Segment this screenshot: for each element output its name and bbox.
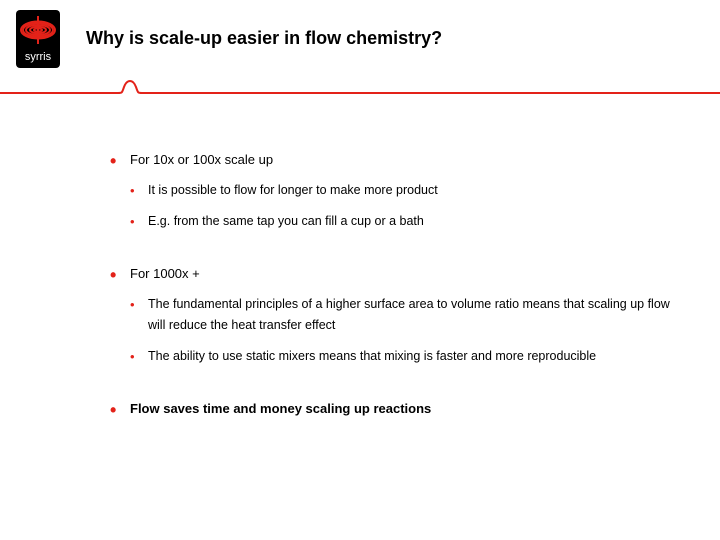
content-area: For 10x or 100x scale up It is possible t…	[110, 150, 680, 451]
bullet-text: Flow saves time and money scaling up rea…	[130, 401, 431, 416]
divider-line	[0, 78, 720, 108]
sub-bullet-list: It is possible to flow for longer to mak…	[130, 180, 680, 233]
brand-logo: syrris	[16, 10, 60, 68]
bullet-level2: The ability to use static mixers means t…	[130, 346, 680, 367]
slide: syrris Why is scale-up easier in flow ch…	[0, 0, 720, 540]
bullet-level2: E.g. from the same tap you can fill a cu…	[130, 211, 680, 232]
bullet-text: For 1000x +	[130, 266, 200, 281]
bullet-level2: It is possible to flow for longer to mak…	[130, 180, 680, 201]
bullet-level1: Flow saves time and money scaling up rea…	[110, 399, 680, 419]
bullet-level1: For 1000x + The fundamental principles of…	[110, 264, 680, 367]
brand-name-text: syrris	[25, 51, 52, 63]
sub-bullet-list: The fundamental principles of a higher s…	[130, 294, 680, 368]
brand-logo-svg: syrris	[16, 10, 60, 68]
bullet-list: For 10x or 100x scale up It is possible t…	[110, 150, 680, 419]
bullet-level1: For 10x or 100x scale up It is possible t…	[110, 150, 680, 232]
bullet-level2: The fundamental principles of a higher s…	[130, 294, 680, 337]
bullet-text: For 10x or 100x scale up	[130, 152, 273, 167]
slide-title: Why is scale-up easier in flow chemistry…	[86, 28, 442, 49]
